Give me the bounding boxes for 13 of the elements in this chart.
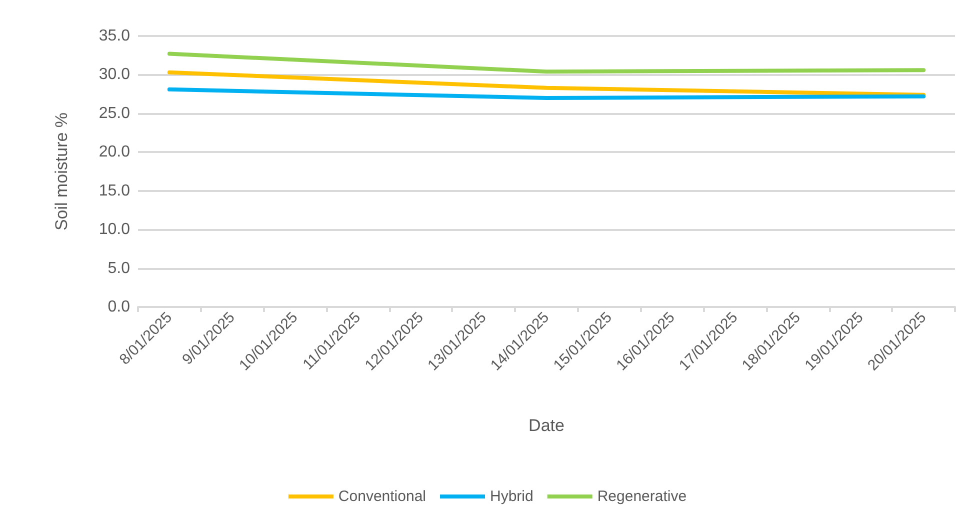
y-tick-label: 0.0	[108, 298, 130, 316]
y-tick-label: 25.0	[98, 104, 130, 122]
y-tick-label: 10.0	[98, 221, 130, 238]
y-tick-label: 15.0	[98, 182, 130, 200]
x-axis-title: Date	[528, 416, 564, 435]
legend-label: Hybrid	[490, 488, 534, 505]
y-tick-label: 30.0	[98, 66, 130, 84]
legend-label: Regenerative	[597, 488, 687, 505]
y-axis-title: Soil moisture %	[52, 112, 71, 231]
y-tick-label: 20.0	[98, 144, 130, 161]
y-tick-label: 35.0	[98, 28, 130, 44]
legend-label: Conventional	[338, 488, 426, 505]
y-tick-label: 5.0	[108, 260, 130, 277]
